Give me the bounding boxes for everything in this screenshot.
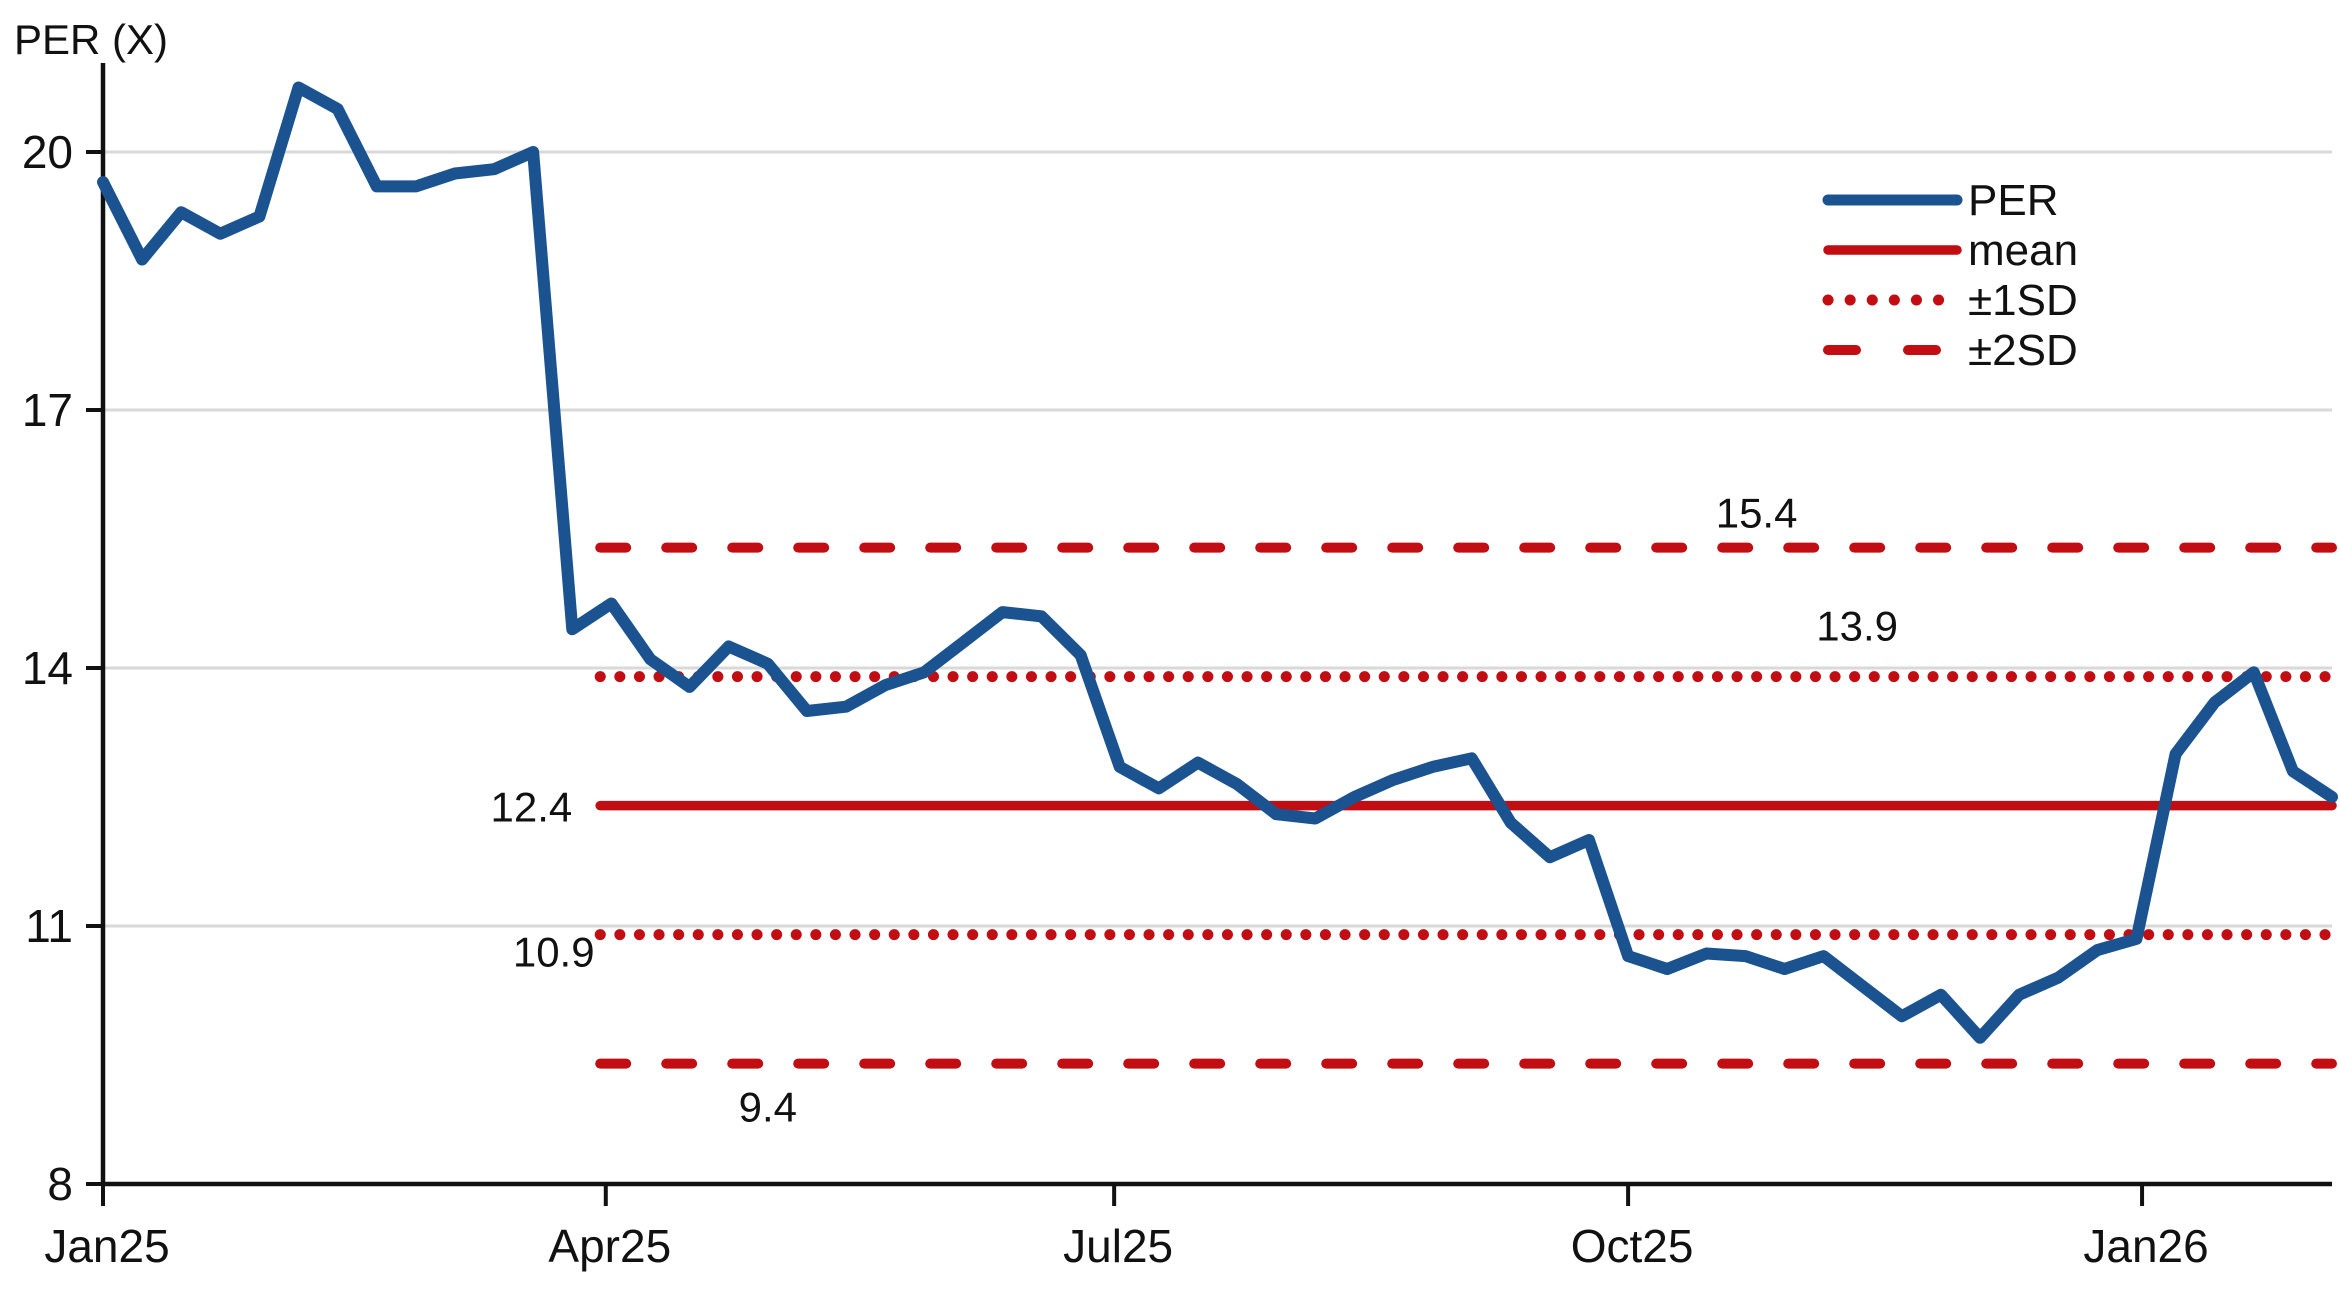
y-tick-label-20: 20 <box>22 126 73 178</box>
x-tick-label-Jan25: Jan25 <box>44 1220 169 1272</box>
legend-item-1SD: ±1SD <box>1822 276 2078 325</box>
legend-item-mean: mean <box>1823 226 2078 275</box>
legend-label: PER <box>1968 176 2058 225</box>
annotation-15.4: 15.4 <box>1716 490 1798 537</box>
annotation-13.9: 13.9 <box>1816 603 1898 650</box>
y-tick-label-14: 14 <box>22 642 73 694</box>
x-tick-label-Apr25: Apr25 <box>548 1220 671 1272</box>
annotation-9.4: 9.4 <box>739 1084 797 1131</box>
annotation-12.4: 12.4 <box>491 784 573 831</box>
y-tick-label-11: 11 <box>25 900 73 952</box>
legend-label: ±1SD <box>1968 276 2078 325</box>
annotation-10.9: 10.9 <box>513 929 595 976</box>
legend-label: ±2SD <box>1968 326 2078 375</box>
x-tick-label-Jan26: Jan26 <box>2083 1220 2208 1272</box>
per-line <box>97 81 2338 1044</box>
legend-item-2SD: ±2SD <box>1823 326 2078 375</box>
chart-y-axis-title: PER (X) <box>14 16 169 63</box>
legend-item-PER: PER <box>1822 176 2058 225</box>
y-tick-label-17: 17 <box>22 384 73 436</box>
x-tick-label-Jul25: Jul25 <box>1063 1220 1173 1272</box>
x-tick-label-Oct25: Oct25 <box>1571 1220 1694 1272</box>
legend-label: mean <box>1968 226 2078 275</box>
y-tick-label-8: 8 <box>47 1158 73 1210</box>
